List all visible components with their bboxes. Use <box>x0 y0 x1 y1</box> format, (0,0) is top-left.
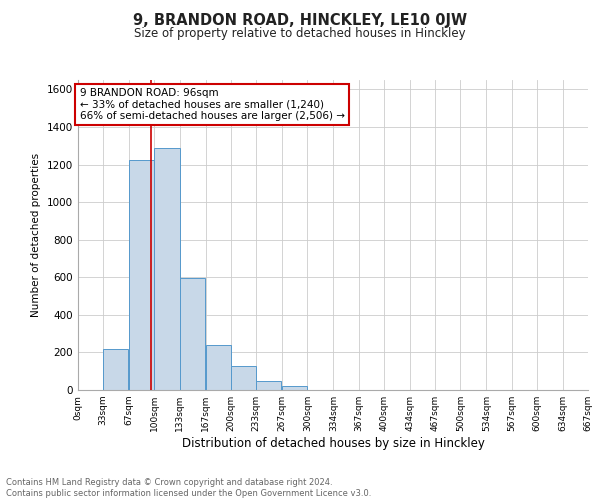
Y-axis label: Number of detached properties: Number of detached properties <box>31 153 41 317</box>
Bar <box>231 366 256 390</box>
Bar <box>206 345 231 390</box>
Text: Contains HM Land Registry data © Crown copyright and database right 2024.
Contai: Contains HM Land Registry data © Crown c… <box>6 478 371 498</box>
Bar <box>154 148 179 390</box>
Text: Size of property relative to detached houses in Hinckley: Size of property relative to detached ho… <box>134 28 466 40</box>
Text: 9, BRANDON ROAD, HINCKLEY, LE10 0JW: 9, BRANDON ROAD, HINCKLEY, LE10 0JW <box>133 12 467 28</box>
X-axis label: Distribution of detached houses by size in Hinckley: Distribution of detached houses by size … <box>182 437 484 450</box>
Bar <box>282 386 307 390</box>
Bar <box>129 160 154 390</box>
Text: 9 BRANDON ROAD: 96sqm
← 33% of detached houses are smaller (1,240)
66% of semi-d: 9 BRANDON ROAD: 96sqm ← 33% of detached … <box>80 88 344 121</box>
Bar <box>179 278 205 390</box>
Bar <box>103 348 128 390</box>
Bar <box>256 380 281 390</box>
